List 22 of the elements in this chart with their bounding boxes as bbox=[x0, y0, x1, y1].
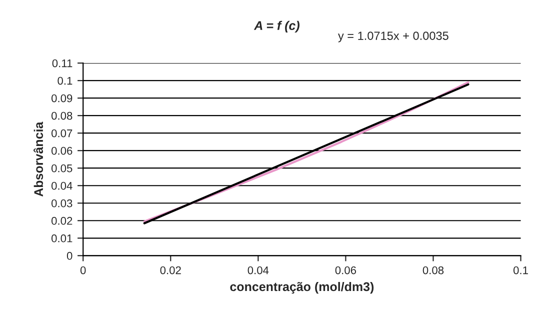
x-tick-label: 0.04 bbox=[248, 266, 269, 274]
y-tick-label: 0.1 bbox=[58, 76, 72, 85]
x-tick-label: 0.02 bbox=[160, 266, 181, 274]
y-tick-label: 0.05 bbox=[51, 164, 72, 172]
x-tick-label: 0 bbox=[80, 266, 86, 274]
chart-title: A = f (c) bbox=[254, 20, 300, 32]
y-axis-title: Absorvância bbox=[34, 122, 44, 197]
y-tick-label: 0.01 bbox=[51, 234, 72, 242]
y-tick-label: 0.11 bbox=[52, 59, 72, 68]
x-tick-label: 0.06 bbox=[335, 266, 356, 274]
x-tick-label: 0.1 bbox=[513, 266, 528, 274]
y-tick-label: 0.08 bbox=[51, 112, 72, 120]
y-tick-label: 0.06 bbox=[51, 146, 72, 155]
text: y = 1.0715x + 0.0035 bbox=[338, 32, 448, 42]
y-tick-label: 0.07 bbox=[51, 129, 72, 138]
y-tick-label: 0.04 bbox=[51, 182, 72, 190]
y-tick-label: 0 bbox=[66, 252, 72, 260]
y-tick-label: 0.03 bbox=[51, 199, 72, 208]
x-tick-label: 0.08 bbox=[422, 266, 444, 274]
x-axis-title: concentração (mol/dm3) bbox=[230, 282, 374, 294]
y-tick-label: 0.09 bbox=[51, 94, 72, 102]
y-tick-label: 0.02 bbox=[51, 216, 72, 225]
